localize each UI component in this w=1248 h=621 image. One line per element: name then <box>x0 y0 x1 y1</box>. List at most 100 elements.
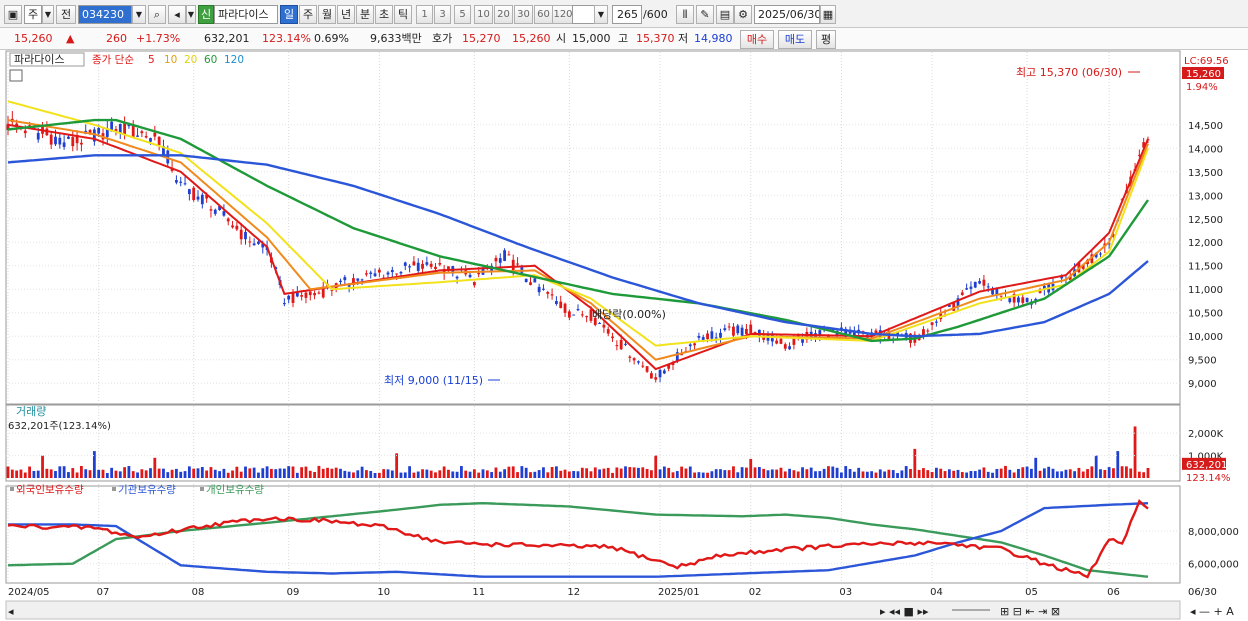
price-tick-label: 9,500 <box>1188 356 1217 367</box>
volume-bar <box>559 470 563 478</box>
candle-body <box>559 301 563 309</box>
volume-bar <box>840 472 843 478</box>
new-badge[interactable]: 신 <box>198 5 214 24</box>
volume-bar <box>15 470 19 478</box>
ownership-panel <box>5 485 1181 584</box>
volume-bar <box>416 471 420 478</box>
volume-bar <box>369 471 373 478</box>
volume-bar <box>766 470 770 478</box>
candle-body <box>982 279 986 286</box>
period-button-1[interactable]: 주 <box>299 5 317 24</box>
candle-body <box>75 134 79 144</box>
period-button-6[interactable]: 틱 <box>394 5 412 24</box>
save-icon[interactable]: ▤ <box>716 5 734 24</box>
price-tick-label: 13,000 <box>1188 191 1223 202</box>
volume-bar <box>1146 467 1150 478</box>
candle-body <box>602 324 606 328</box>
minute-button-30[interactable]: 30 <box>514 5 533 24</box>
volume-bar <box>32 470 36 478</box>
volume-bar <box>144 470 148 478</box>
price-tick-label: 14,000 <box>1188 144 1223 155</box>
chevron-down-icon[interactable]: ▼ <box>594 5 608 24</box>
stock-chart[interactable]: 2024/05 07 08 09 10 11 12 2025/01 02 03 04 05 06 06/3… <box>0 50 1248 621</box>
candle-body <box>960 292 964 295</box>
minute-button-3[interactable]: 3 <box>434 5 451 24</box>
period-button-2[interactable]: 월 <box>318 5 336 24</box>
minute-button-10[interactable]: 10 <box>474 5 493 24</box>
volume-bar <box>244 466 247 478</box>
chevron-down-icon[interactable]: ▼ <box>132 5 146 24</box>
scroll-controls-icon: ▸ ◂◂ ■ ▸▸ <box>880 605 929 618</box>
candle-body <box>408 266 411 268</box>
buy-button[interactable]: 매수 <box>740 30 774 49</box>
volume-bar <box>118 471 122 478</box>
price-tick-label: 10,500 <box>1188 309 1223 320</box>
scrollbar <box>5 600 1181 620</box>
candle-body <box>973 281 977 288</box>
candle-body <box>205 195 209 199</box>
candle-body <box>287 295 291 300</box>
volume-bar <box>615 467 619 478</box>
period-button-0[interactable]: 일 <box>280 5 298 24</box>
minute-button-1[interactable]: 1 <box>416 5 433 24</box>
volume-bar <box>408 466 411 478</box>
minute-button-120[interactable]: 120 <box>552 5 574 24</box>
ma-line-10 <box>7 119 1149 361</box>
speaker-icon[interactable]: ◂ <box>168 5 186 24</box>
minute-button-60[interactable]: 60 <box>534 5 553 24</box>
price-tick-label: 12,000 <box>1188 238 1223 249</box>
sell-button[interactable]: 매도 <box>778 30 812 49</box>
search-icon[interactable]: ⌕ <box>148 5 166 24</box>
volume-bar <box>783 471 787 478</box>
candle-body <box>978 281 981 284</box>
date-input[interactable]: 2025/06/30 <box>754 5 820 24</box>
period-button-4[interactable]: 분 <box>356 5 374 24</box>
prev-button[interactable]: 전 <box>56 5 76 24</box>
low-annotation: 최저 9,000 (11/15) <box>384 374 483 387</box>
code-input[interactable]: 034230 <box>78 5 132 24</box>
minute-button-5[interactable]: 5 <box>454 5 471 24</box>
candle-body <box>654 377 658 380</box>
calendar-icon[interactable]: ▦ <box>820 5 836 24</box>
draw-icon[interactable]: ✎ <box>696 5 714 24</box>
chevron-down-icon[interactable]: ▼ <box>186 5 196 24</box>
candle-body <box>1081 264 1085 269</box>
tool-icons: ⊞ ⊟ ⇤ ⇥ ⊠ <box>1000 605 1060 618</box>
price-change-pct: +1.73% <box>136 32 181 45</box>
candle-body <box>244 231 247 240</box>
x-tick-label: 08 <box>192 587 205 598</box>
avg-button[interactable]: 평 <box>816 30 836 49</box>
volume-tick-label: 2,000K <box>1188 429 1224 440</box>
candle-body <box>947 304 951 307</box>
volume-bar <box>278 468 282 478</box>
candle-body <box>706 333 709 340</box>
x-tick-label: 07 <box>97 587 110 598</box>
volume-bar <box>265 466 269 478</box>
candle-body <box>632 358 636 361</box>
volume-bar <box>606 467 610 478</box>
period-button-3[interactable]: 년 <box>337 5 355 24</box>
legend-marker <box>10 487 14 491</box>
gear-icon[interactable]: ⚙ <box>734 5 752 24</box>
volume-bar <box>360 466 364 478</box>
candle-body <box>619 339 623 350</box>
minute-button-20[interactable]: 20 <box>494 5 513 24</box>
volume-bar <box>1021 467 1025 478</box>
layout-icon[interactable]: ▣ <box>4 5 22 24</box>
candle-icon[interactable]: ⫴ <box>676 5 694 24</box>
volume-panel <box>5 404 1181 482</box>
count-input[interactable]: 265 <box>612 5 642 24</box>
x-tick-label: 09 <box>287 587 300 598</box>
period-button-5[interactable]: 초 <box>375 5 393 24</box>
x-tick-label: 04 <box>930 587 943 598</box>
volume-bar <box>464 470 468 478</box>
volume-bar <box>67 472 70 478</box>
candle-body <box>580 314 584 316</box>
volume-bar <box>645 468 649 478</box>
market-select[interactable]: 주 <box>24 5 42 24</box>
candle-body <box>667 364 671 369</box>
chevron-down-icon[interactable]: ▼ <box>42 5 54 24</box>
volume-bar <box>352 472 355 478</box>
volume-bar <box>300 467 304 478</box>
ownership-line-institution <box>8 502 1149 578</box>
